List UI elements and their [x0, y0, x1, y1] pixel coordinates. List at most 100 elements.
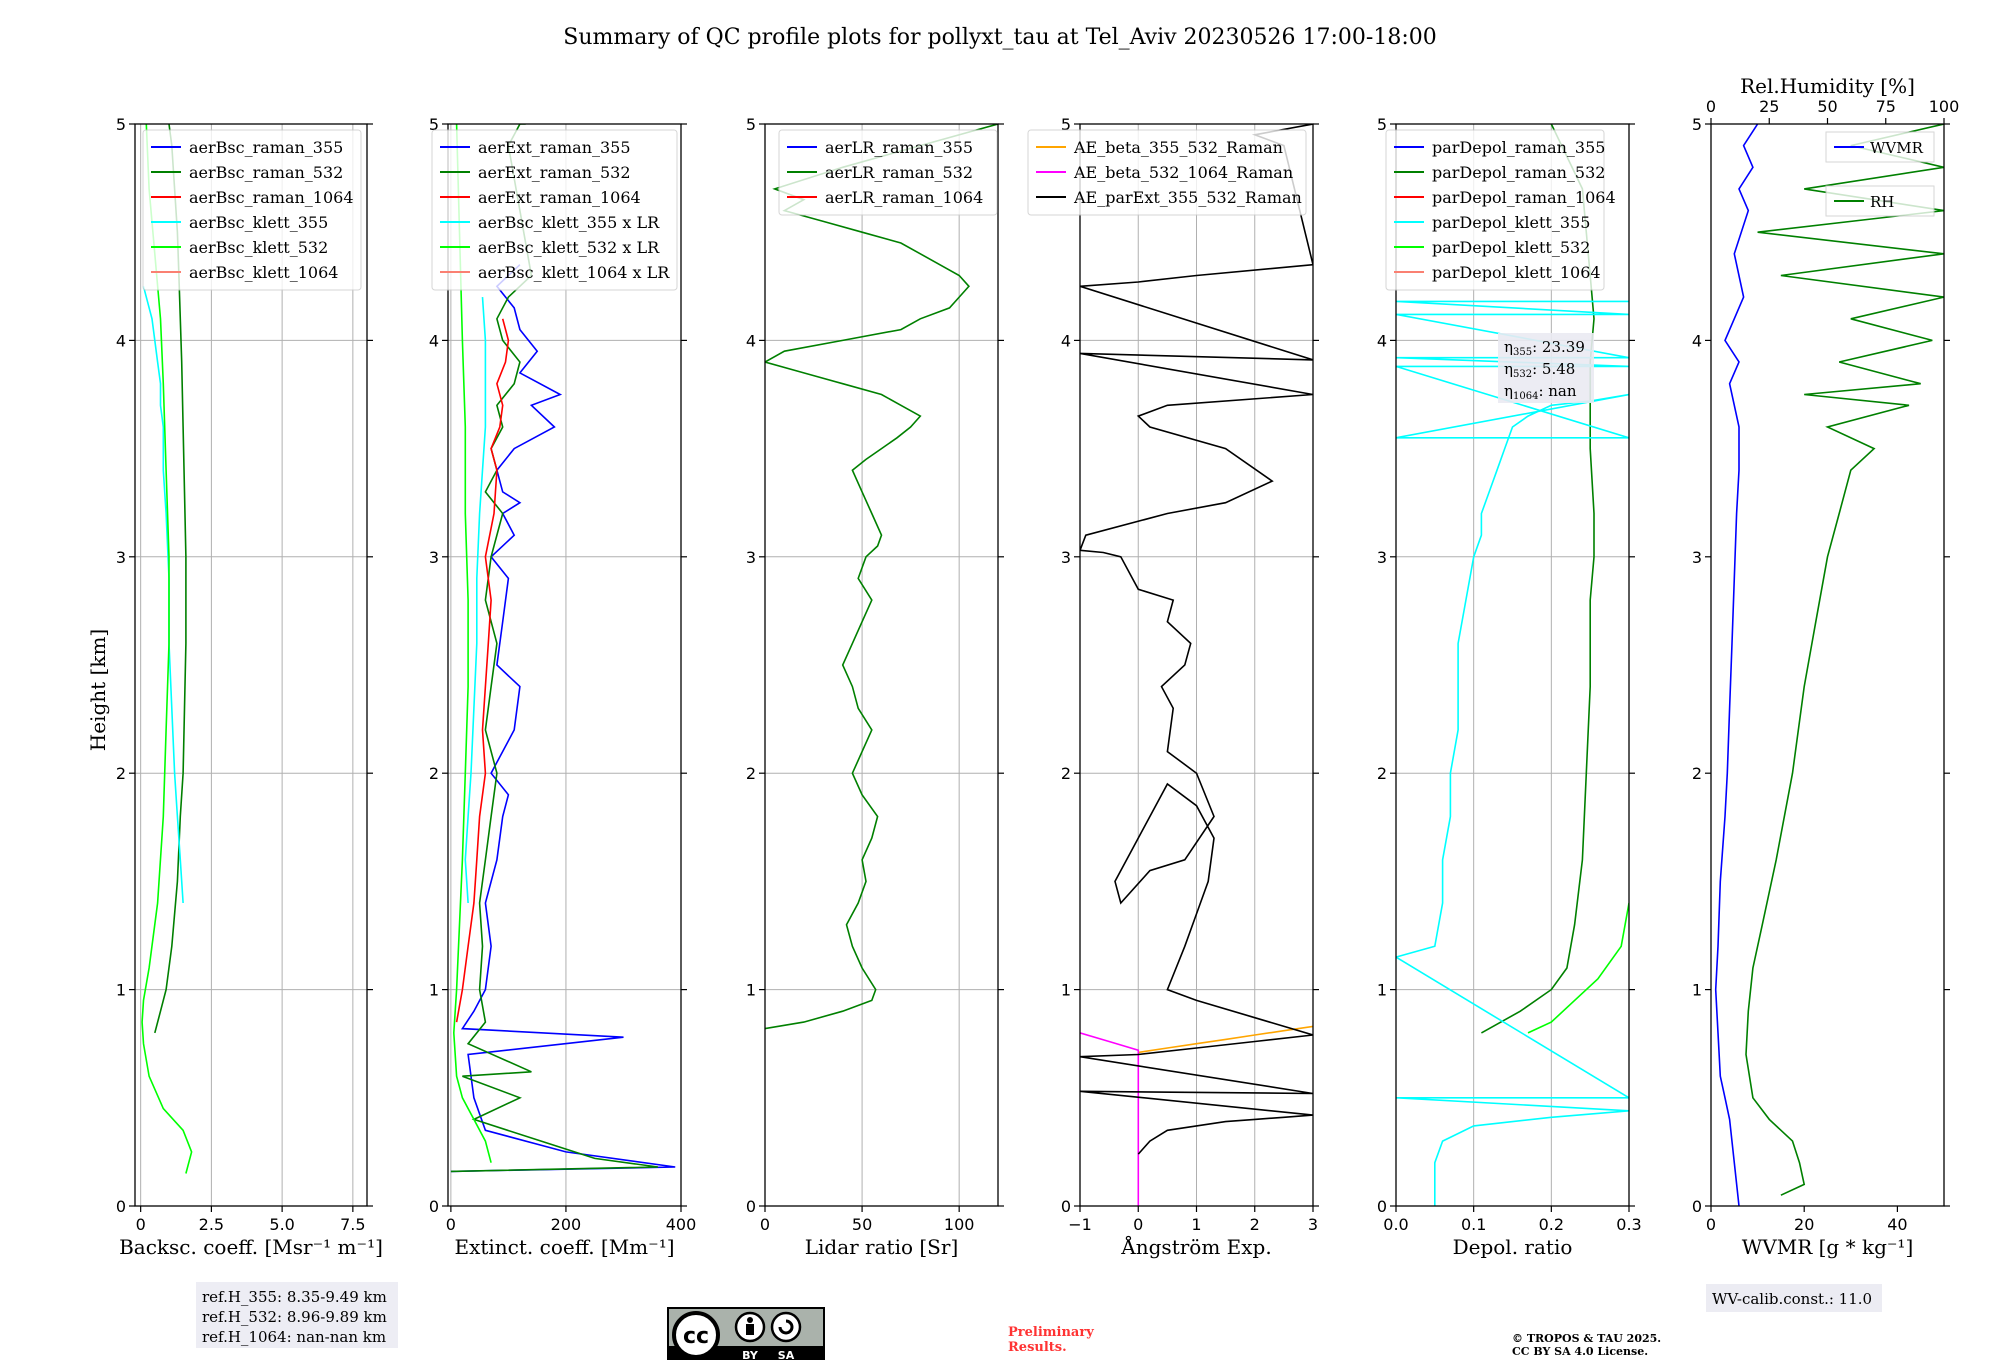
legend-label-aerext-raman-532: aerExt_raman_532 — [478, 163, 631, 182]
legend-label-pardepol-raman-532: parDepol_raman_532 — [1432, 163, 1605, 182]
legend-label-aerbsc-raman-532: aerBsc_raman_532 — [189, 163, 343, 182]
x-tick-label: 0 — [446, 1215, 456, 1234]
x-tick-label: 0 — [1133, 1215, 1143, 1234]
x-tick-label: 0.3 — [1616, 1215, 1641, 1234]
sa-share-icon — [770, 1311, 802, 1343]
y-tick-label: 5 — [1061, 115, 1071, 134]
y-tick-label: 1 — [1692, 981, 1702, 1000]
cc-logo-text: cc — [683, 1324, 709, 1349]
series-group — [450, 124, 676, 1173]
series-line-pardepol-klett-532 — [1527, 902, 1629, 1034]
y-tick-label: 1 — [1061, 981, 1071, 1000]
legend-label-aerbsc-klett-532: aerBsc_klett_532 — [189, 238, 328, 257]
series-line-aerbsc-klett-532 — [141, 124, 193, 1174]
y-tick-label: 3 — [429, 548, 439, 567]
series-line-aerlr-raman-532 — [765, 124, 998, 1030]
y-tick-label: 3 — [746, 548, 756, 567]
x-tick-label: 7.5 — [340, 1215, 365, 1234]
legend-label-ae-beta-532-1064-raman: AE_beta_532_1064_Raman — [1073, 163, 1293, 182]
y-tick-label: 4 — [116, 331, 126, 350]
eta-box: η355: 23.39 η532: 5.48 η1064: nan — [1498, 333, 1594, 403]
legend-label-aerlr-raman-1064: aerLR_raman_1064 — [825, 188, 983, 207]
series-line-wvmr — [1714, 124, 1759, 1206]
series-line-aerbsc-klett-355-x-lr — [464, 297, 487, 904]
legend-label-aerbsc-klett-355: aerBsc_klett_355 — [189, 213, 328, 232]
copyright-line2: CC BY SA 4.0 License. — [1512, 1345, 1648, 1358]
series-group — [765, 124, 998, 1030]
secondary-x-tick-label: 0 — [1706, 97, 1716, 116]
panel-2: 0 200 400 0 1 2 3 4 5 Extinct. coeff. [Mm⁻¹] aerEx… — [429, 115, 696, 1259]
y-axis-label: Height [km] — [86, 629, 110, 751]
legend-label-aerext-raman-355: aerExt_raman_355 — [478, 138, 631, 157]
cc-by-label: BY — [742, 1349, 759, 1360]
panel-3: 0 50 100 0 1 2 3 4 5 Lidar ratio [Sr] aerLR_raman_… — [746, 115, 1004, 1259]
y-tick-label: 1 — [116, 981, 126, 1000]
x-tick-label: 0.0 — [1383, 1215, 1408, 1234]
legend-label-aerbsc-klett-532-x-lr: aerBsc_klett_532 x LR — [478, 238, 660, 257]
panel-frame — [764, 123, 999, 1207]
wv-calib-box: WV-calib.const.: 11.0 — [1706, 1284, 1882, 1312]
secondary-x-axis-label: Rel.Humidity [%] — [1740, 74, 1915, 98]
y-tick-label: 1 — [1377, 981, 1387, 1000]
by-person-head-icon — [747, 1317, 753, 1323]
legend-label-aerbsc-klett-1064-x-lr: aerBsc_klett_1064 x LR — [478, 263, 670, 282]
series-line-pardepol-klett-355 — [1396, 300, 1629, 1206]
eta-532-subscript: 532 — [1513, 369, 1532, 380]
series-line-aerext-raman-1064 — [455, 318, 510, 1023]
y-tick-label: 0 — [1061, 1197, 1071, 1216]
legend-label-pardepol-klett-1064: parDepol_klett_1064 — [1432, 263, 1601, 282]
series-line-aerext-raman-532 — [450, 124, 659, 1173]
cc-logo-icon — [672, 1311, 720, 1359]
eta-532: η532: 5.48 — [1504, 360, 1575, 380]
y-tick-label: 4 — [429, 331, 439, 350]
eta-1064: η1064: nan — [1504, 382, 1577, 402]
y-tick-label: 5 — [429, 115, 439, 134]
legend-box — [431, 129, 678, 291]
y-tick-label: 1 — [746, 981, 756, 1000]
secondary-x-tick-label: 25 — [1759, 97, 1779, 116]
legend-label-aerbsc-raman-1064: aerBsc_raman_1064 — [189, 188, 354, 207]
copyright-line1: © TROPOS & TAU 2025. — [1512, 1332, 1661, 1345]
x-tick-label: 1 — [1191, 1215, 1201, 1234]
legend-label-aerbsc-raman-355: aerBsc_raman_355 — [189, 138, 343, 157]
y-tick-label: 5 — [746, 115, 756, 134]
y-tick-label: 2 — [1061, 764, 1071, 783]
series-group — [1080, 124, 1313, 1206]
eta-1064-subscript: 1064 — [1513, 391, 1538, 402]
legend-label-rh: RH — [1870, 193, 1894, 211]
x-tick-label: 100 — [944, 1215, 975, 1234]
eta-355-subscript: 355 — [1513, 347, 1532, 358]
panel-6: 0 20 40 0 1 2 3 4 5 WVMR [g * kg⁻¹] 0 25 50 75 100 Rel.… — [1692, 74, 1959, 1259]
panel-5: 0.0 0.1 0.2 0.3 0 1 2 3 4 5 Depol. ratio parDepol_r… — [1377, 115, 1642, 1259]
x-tick-label: 2.5 — [199, 1215, 224, 1234]
x-tick-label: 0.2 — [1539, 1215, 1564, 1234]
x-axis-label: Depol. ratio — [1453, 1235, 1573, 1259]
legend-label-aerlr-raman-355: aerLR_raman_355 — [825, 138, 973, 157]
wv-calib-text: WV-calib.const.: 11.0 — [1712, 1290, 1872, 1308]
y-tick-label: 3 — [116, 548, 126, 567]
y-tick-label: 3 — [1061, 548, 1071, 567]
legend-label-ae-parext-355-532-raman: AE_parExt_355_532_Raman — [1073, 188, 1302, 207]
x-axis-label: WVMR [g * kg⁻¹] — [1742, 1235, 1914, 1259]
legend-label-aerext-raman-1064: aerExt_raman_1064 — [478, 188, 641, 207]
panel-frame — [447, 123, 682, 1207]
y-tick-label: 2 — [1692, 764, 1702, 783]
eta-532-symbol: η — [1504, 360, 1513, 378]
x-tick-label: 50 — [852, 1215, 872, 1234]
x-tick-label: 0 — [1706, 1215, 1716, 1234]
eta-355-symbol: η — [1504, 338, 1513, 356]
preliminary-line1: Preliminary — [1008, 1325, 1094, 1340]
legend-label-ae-beta-355-532-raman: AE_beta_355_532_Raman — [1073, 138, 1283, 157]
x-tick-label: 200 — [551, 1215, 582, 1234]
legend-box — [1385, 129, 1605, 291]
y-tick-label: 5 — [116, 115, 126, 134]
y-tick-label: 4 — [1692, 331, 1702, 350]
ref-h-532: ref.H_532: 8.96-9.89 km — [202, 1308, 387, 1326]
secondary-x-tick-label: 100 — [1929, 97, 1960, 116]
panel-frame — [1395, 123, 1630, 1207]
series-line-rh — [1745, 124, 1944, 1196]
y-tick-label: 2 — [429, 764, 439, 783]
y-tick-label: 2 — [116, 764, 126, 783]
x-axis-label: Extinct. coeff. [Mm⁻¹] — [454, 1235, 674, 1259]
